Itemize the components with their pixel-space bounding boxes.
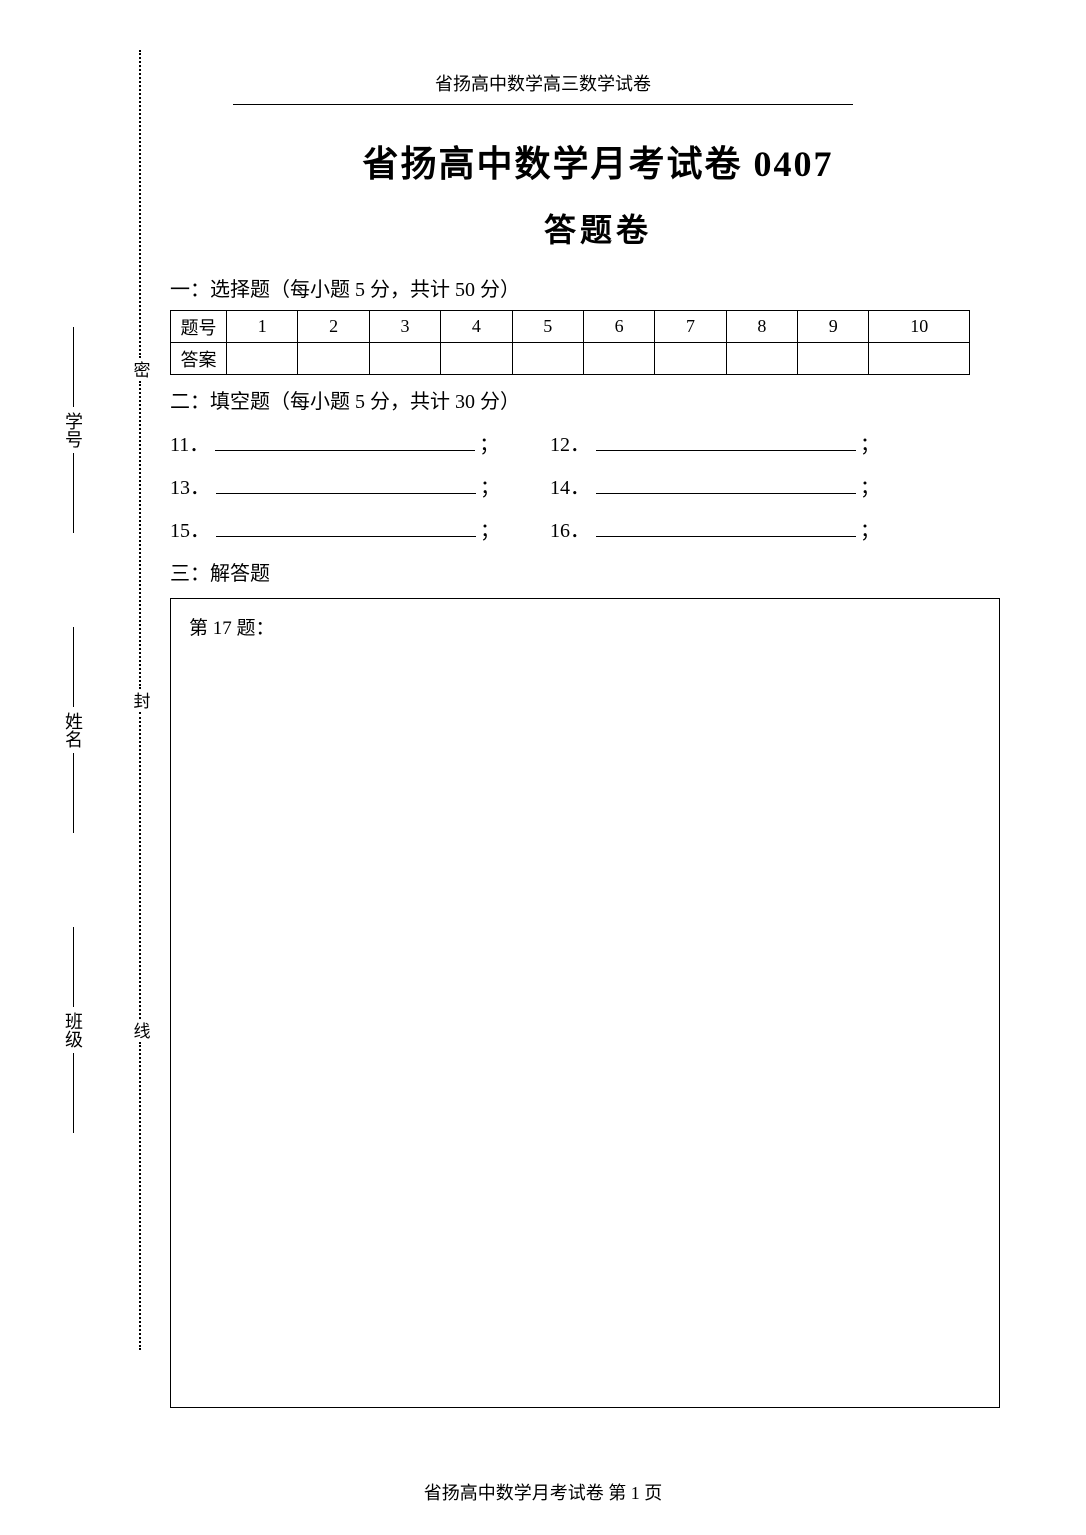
fill-blank — [596, 476, 856, 494]
fill-item-16: 16． ； — [550, 514, 930, 543]
answer-cell — [441, 343, 512, 375]
section3-label: 三：解答题 — [170, 557, 1026, 586]
answer-cell — [369, 343, 440, 375]
answer-cell — [227, 343, 298, 375]
table-row: 答案 — [171, 343, 970, 375]
col-num: 7 — [655, 311, 726, 343]
row-header-question: 题号 — [171, 311, 227, 343]
col-num: 5 — [512, 311, 583, 343]
answer-cell — [298, 343, 369, 375]
col-num: 3 — [369, 311, 440, 343]
section1-label: 一：选择题（每小题 5 分，共计 50 分） — [170, 273, 1026, 302]
answer-cell — [869, 343, 970, 375]
col-num: 4 — [441, 311, 512, 343]
col-num: 2 — [298, 311, 369, 343]
table-row: 题号 1 2 3 4 5 6 7 8 9 10 — [171, 311, 970, 343]
section2-label: 二：填空题（每小题 5 分，共计 30 分） — [170, 385, 1026, 414]
answer-cell — [583, 343, 654, 375]
answer-cell — [726, 343, 797, 375]
fill-row: 11． ； 12． ； — [170, 428, 1026, 457]
fill-item-12: 12． ； — [550, 428, 930, 457]
fill-blank — [216, 519, 476, 537]
col-num: 8 — [726, 311, 797, 343]
exam-title: 省扬高中数学月考试卷 0407 — [170, 135, 1026, 187]
col-num: 6 — [583, 311, 654, 343]
fill-row: 15． ； 16． ； — [170, 514, 1026, 543]
page-header: 省扬高中数学高三数学试卷 — [0, 0, 1086, 104]
fill-item-15: 15． ； — [170, 514, 550, 543]
answer-cell — [512, 343, 583, 375]
page-footer: 省扬高中数学月考试卷 第 1 页 — [0, 1479, 1086, 1505]
answer-cell — [655, 343, 726, 375]
question-17-box: 第 17 题： — [170, 598, 1000, 1408]
fill-blank — [596, 519, 856, 537]
fill-blank — [215, 433, 475, 451]
choice-answer-table: 题号 1 2 3 4 5 6 7 8 9 10 答案 — [170, 310, 970, 375]
fill-item-13: 13． ； — [170, 471, 550, 500]
answer-cell — [798, 343, 869, 375]
fill-row: 13． ； 14． ； — [170, 471, 1026, 500]
col-num: 10 — [869, 311, 970, 343]
exam-subtitle: 答题卷 — [170, 205, 1026, 251]
fill-item-11: 11． ； — [170, 428, 550, 457]
fill-blank — [596, 433, 856, 451]
col-num: 9 — [798, 311, 869, 343]
fill-blank — [216, 476, 476, 494]
content-area: 省扬高中数学月考试卷 0407 答题卷 一：选择题（每小题 5 分，共计 50 … — [0, 105, 1086, 1408]
question-17-label: 第 17 题： — [189, 618, 275, 639]
col-num: 1 — [227, 311, 298, 343]
fill-item-14: 14． ； — [550, 471, 930, 500]
row-header-answer: 答案 — [171, 343, 227, 375]
